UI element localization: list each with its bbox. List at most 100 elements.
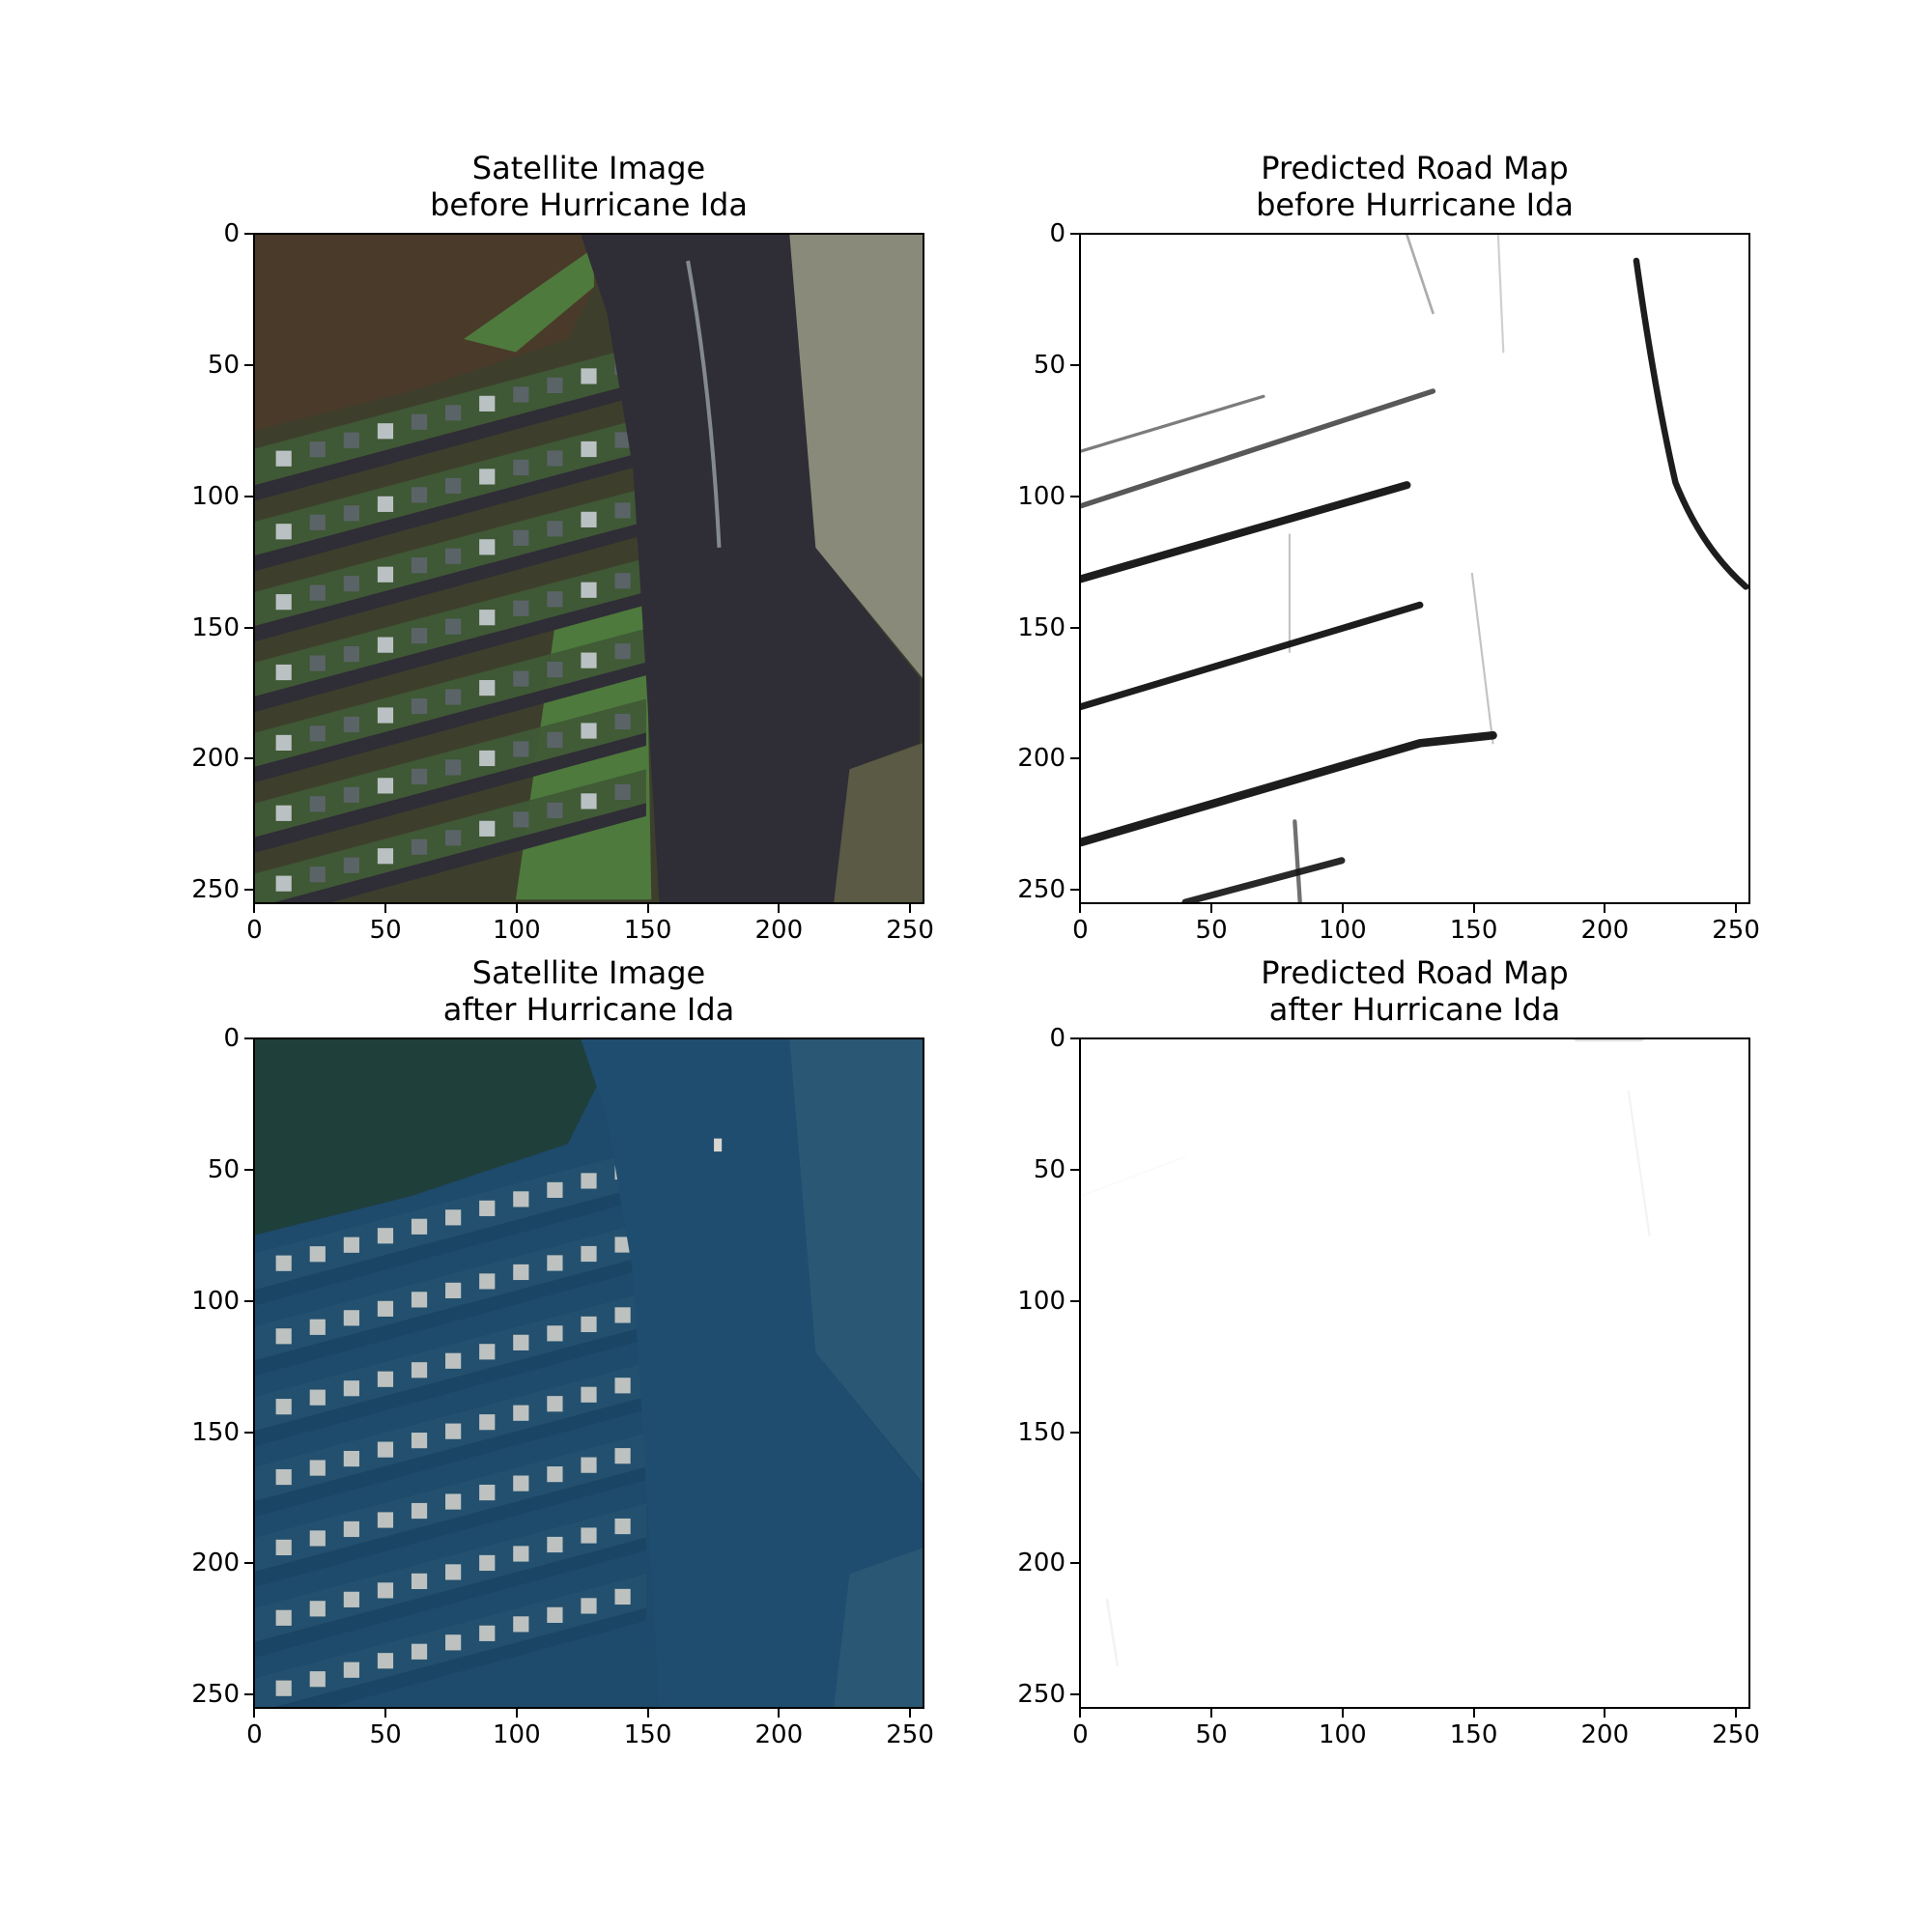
- house-roof: [513, 529, 529, 546]
- house-roof: [445, 1564, 462, 1580]
- house-roof: [547, 1466, 563, 1483]
- house-roof: [275, 1609, 292, 1626]
- x-tick-label: 250: [886, 916, 934, 945]
- house-roof: [377, 566, 394, 582]
- house-roof: [581, 1173, 597, 1189]
- house-roof: [343, 1310, 359, 1326]
- y-tick-label: 0: [223, 1024, 240, 1054]
- y-tick-label: 0: [1049, 219, 1065, 249]
- house-roof: [309, 725, 326, 742]
- house-roof: [445, 548, 462, 564]
- house-roof: [581, 582, 597, 598]
- canal: [255, 1537, 646, 1658]
- house-roof: [479, 1273, 496, 1290]
- house-roof: [343, 1450, 359, 1467]
- house-roof: [513, 1405, 529, 1421]
- house-roof: [513, 1264, 529, 1281]
- y-tick-label: 200: [1017, 744, 1065, 774]
- y-tick-label: 250: [1017, 1680, 1065, 1710]
- house-roof: [513, 600, 529, 616]
- y-tick-mark: [1070, 626, 1079, 629]
- y-tick-label: 150: [1017, 1417, 1065, 1447]
- house-roof: [275, 594, 292, 611]
- x-tick-mark: [646, 904, 649, 913]
- house-roof: [309, 867, 326, 883]
- y-tick-mark: [1070, 1562, 1079, 1565]
- house-roof: [445, 618, 462, 635]
- x-tick-label: 200: [754, 916, 804, 945]
- house-roof: [309, 1601, 326, 1617]
- house-roof: [479, 679, 496, 696]
- x-tick-label: 50: [369, 1720, 402, 1749]
- house-roof: [513, 670, 529, 687]
- y-tick-label: 250: [1017, 875, 1065, 905]
- house-roof: [547, 591, 563, 608]
- canal: [255, 1256, 646, 1377]
- title-line-2: before Hurricane Ida: [430, 186, 748, 223]
- x-tick-label: 250: [1712, 916, 1760, 945]
- house-roof: [377, 707, 394, 724]
- house-roof: [581, 1527, 597, 1544]
- road-map-after: [1079, 1037, 1750, 1709]
- x-tick-label: 250: [886, 1720, 934, 1749]
- house-roof: [309, 1389, 326, 1406]
- x-tick-mark: [384, 904, 387, 913]
- y-tick-mark: [1070, 1169, 1079, 1172]
- x-tick-label: 150: [623, 916, 672, 945]
- y-tick-label: 50: [207, 351, 240, 381]
- house-roof: [581, 511, 597, 527]
- house-roof: [479, 1200, 496, 1216]
- y-tick-mark: [244, 1169, 253, 1172]
- house-roof: [614, 1307, 631, 1323]
- image-content: [1081, 235, 1748, 902]
- x-tick-mark: [1079, 904, 1082, 913]
- y-tick-mark: [244, 495, 253, 497]
- house-roof: [377, 1582, 394, 1599]
- predicted-road: [1081, 730, 1497, 847]
- canal: [255, 1325, 646, 1447]
- house-roof: [377, 778, 394, 794]
- house-roof: [343, 1520, 359, 1538]
- x-tick-label: 200: [1580, 1720, 1630, 1749]
- y-tick-mark: [244, 757, 253, 760]
- satellite-image-after: [253, 1037, 924, 1709]
- road-map-before: [1079, 233, 1750, 904]
- y-tick-label: 100: [191, 481, 240, 511]
- x-tick-label: 200: [754, 1720, 804, 1749]
- house-roof: [479, 820, 496, 837]
- house-roof: [479, 1484, 496, 1501]
- title-line-2: before Hurricane Ida: [1256, 186, 1574, 223]
- image-content: [255, 235, 923, 902]
- house-roof: [377, 1512, 394, 1528]
- x-tick-mark: [515, 1709, 518, 1718]
- house-roof: [614, 783, 631, 801]
- right-bank-south: [834, 743, 923, 902]
- house-roof: [343, 645, 359, 663]
- house-roof: [411, 697, 428, 715]
- house-roof: [411, 1573, 428, 1589]
- x-tick-mark: [1604, 904, 1606, 913]
- tree-area: [255, 1039, 620, 1236]
- y-tick-mark: [244, 1299, 253, 1302]
- house-roof: [581, 368, 597, 384]
- house-roof: [445, 759, 462, 776]
- image-content: [1081, 1039, 1748, 1707]
- tree-area: [255, 235, 620, 431]
- canal: [255, 451, 646, 572]
- lawn-patch: [463, 247, 594, 353]
- y-tick-mark: [244, 889, 253, 892]
- house-roof: [275, 524, 292, 540]
- panel-title: Satellite Image before Hurricane Ida: [253, 150, 924, 223]
- house-roof: [614, 1588, 631, 1605]
- house-roof: [309, 655, 326, 671]
- y-tick-label: 100: [191, 1286, 240, 1316]
- y-tick-label: 0: [1049, 1024, 1065, 1054]
- house-roof: [479, 469, 496, 485]
- house-roof: [445, 1423, 462, 1439]
- right-bank-south: [834, 1548, 923, 1707]
- house-roof: [275, 734, 292, 752]
- predicted-road: [1633, 257, 1748, 590]
- canal: [255, 1396, 646, 1517]
- house-roof: [547, 1181, 563, 1199]
- house-roof: [377, 1371, 394, 1387]
